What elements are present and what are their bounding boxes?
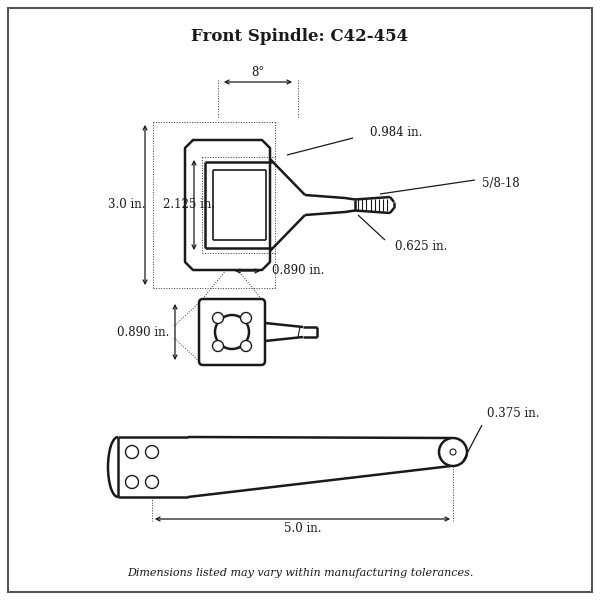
Text: 5/8-18: 5/8-18 (482, 178, 520, 191)
Text: 3.0 in.: 3.0 in. (108, 199, 146, 211)
Circle shape (241, 340, 251, 352)
Text: Dimensions listed may vary within manufacturing tolerances.: Dimensions listed may vary within manufa… (127, 568, 473, 578)
Circle shape (241, 313, 251, 323)
Circle shape (125, 445, 139, 458)
Text: 0.984 in.: 0.984 in. (370, 127, 422, 139)
Text: 8°: 8° (251, 65, 265, 79)
Text: 0.890 in.: 0.890 in. (272, 265, 324, 277)
Circle shape (450, 449, 456, 455)
Circle shape (439, 438, 467, 466)
Circle shape (215, 315, 249, 349)
FancyBboxPatch shape (199, 299, 265, 365)
Circle shape (212, 340, 223, 352)
Text: 5.0 in.: 5.0 in. (284, 523, 321, 535)
Circle shape (125, 475, 139, 488)
Text: 2.125 in.: 2.125 in. (163, 199, 215, 211)
Circle shape (212, 313, 223, 323)
Circle shape (146, 475, 158, 488)
Text: 0.625 in.: 0.625 in. (395, 241, 448, 253)
Circle shape (146, 445, 158, 458)
Text: 0.375 in.: 0.375 in. (487, 407, 539, 420)
Text: Front Spindle: C42-454: Front Spindle: C42-454 (191, 28, 409, 45)
Text: 0.890 in.: 0.890 in. (117, 325, 169, 338)
